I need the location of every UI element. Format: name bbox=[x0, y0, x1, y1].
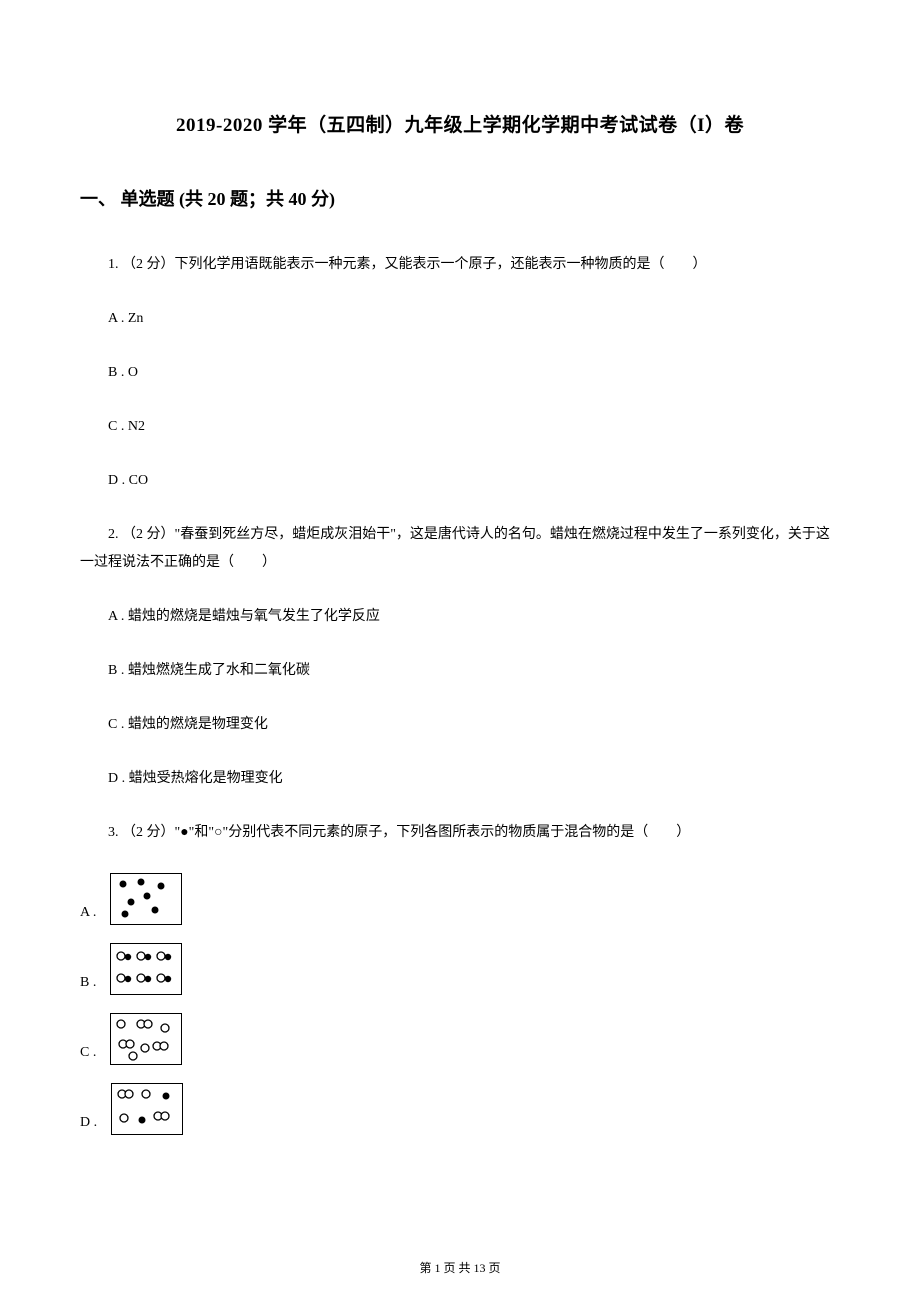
q3-option-c-label: C . bbox=[80, 1039, 96, 1067]
q1-option-a: A . Zn bbox=[80, 305, 840, 333]
page-footer: 第 1 页 共 13 页 bbox=[0, 1259, 920, 1276]
q3-diagram-b bbox=[110, 943, 182, 995]
q2-option-c: C . 蜡烛的燃烧是物理变化 bbox=[80, 711, 840, 739]
q3-stem: 3. （2 分）"●"和"○"分别代表不同元素的原子，下列各图所表示的物质属于混… bbox=[80, 819, 840, 847]
q2-option-a: A . 蜡烛的燃烧是蜡烛与氧气发生了化学反应 bbox=[80, 603, 840, 631]
q2-stem: 2. （2 分）"春蚕到死丝方尽，蜡炬成灰泪始干"，这是唐代诗人的名句。蜡烛在燃… bbox=[80, 521, 840, 577]
q2-option-d: D . 蜡烛受热熔化是物理变化 bbox=[80, 765, 840, 793]
q3-option-d-label: D . bbox=[80, 1109, 97, 1137]
q1-option-b: B . O bbox=[80, 359, 840, 387]
q3-diagram-d bbox=[111, 1083, 183, 1135]
q3-option-b: B . bbox=[80, 943, 840, 997]
q3-option-c: C . bbox=[80, 1013, 840, 1067]
q3-diagram-a bbox=[110, 873, 182, 925]
q1-option-d: D . CO bbox=[80, 467, 840, 495]
page-title: 2019-2020 学年（五四制）九年级上学期化学期中考试试卷（I）卷 bbox=[80, 110, 840, 137]
section-header: 一、 单选题 (共 20 题；共 40 分) bbox=[80, 185, 840, 211]
q3-option-b-label: B . bbox=[80, 969, 96, 997]
q3-option-a: A . bbox=[80, 873, 840, 927]
q1-option-c: C . N2 bbox=[80, 413, 840, 441]
q3-option-d: D . bbox=[80, 1083, 840, 1137]
section-number: 一、 bbox=[80, 189, 116, 209]
q1-stem: 1. （2 分）下列化学用语既能表示一种元素，又能表示一个原子，还能表示一种物质… bbox=[80, 251, 840, 279]
q3-diagram-c bbox=[110, 1013, 182, 1065]
q3-option-a-label: A . bbox=[80, 899, 96, 927]
section-label: 单选题 (共 20 题；共 40 分) bbox=[121, 189, 336, 209]
q2-option-b: B . 蜡烛燃烧生成了水和二氧化碳 bbox=[80, 657, 840, 685]
